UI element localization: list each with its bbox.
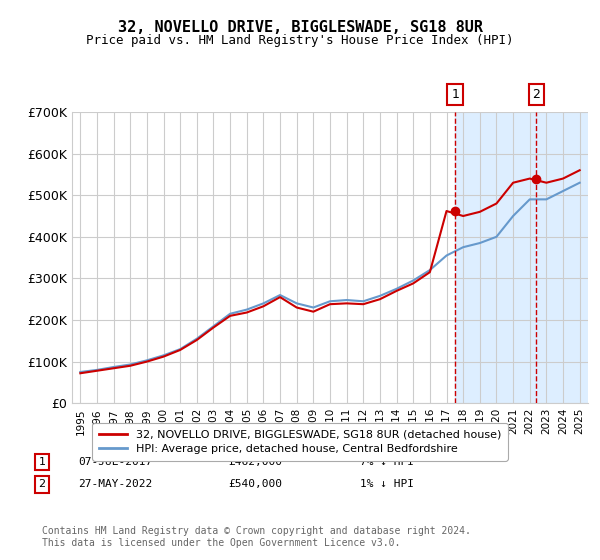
Text: 07-JUL-2017: 07-JUL-2017 (78, 457, 152, 467)
Bar (455, 112, 588, 403)
Text: 1: 1 (451, 88, 459, 101)
Text: 27-MAY-2022: 27-MAY-2022 (78, 479, 152, 489)
Text: Price paid vs. HM Land Registry's House Price Index (HPI): Price paid vs. HM Land Registry's House … (86, 34, 514, 46)
Text: 2: 2 (532, 88, 541, 101)
Text: 32, NOVELLO DRIVE, BIGGLESWADE, SG18 8UR: 32, NOVELLO DRIVE, BIGGLESWADE, SG18 8UR (118, 20, 482, 35)
Text: Contains HM Land Registry data © Crown copyright and database right 2024.
This d: Contains HM Land Registry data © Crown c… (42, 526, 471, 548)
Text: £462,000: £462,000 (228, 457, 282, 467)
Text: 1% ↓ HPI: 1% ↓ HPI (360, 479, 414, 489)
Legend: 32, NOVELLO DRIVE, BIGGLESWADE, SG18 8UR (detached house), HPI: Average price, d: 32, NOVELLO DRIVE, BIGGLESWADE, SG18 8UR… (92, 423, 508, 460)
Text: 1: 1 (38, 457, 46, 467)
Text: 2: 2 (38, 479, 46, 489)
Text: £540,000: £540,000 (228, 479, 282, 489)
Text: 7% ↓ HPI: 7% ↓ HPI (360, 457, 414, 467)
